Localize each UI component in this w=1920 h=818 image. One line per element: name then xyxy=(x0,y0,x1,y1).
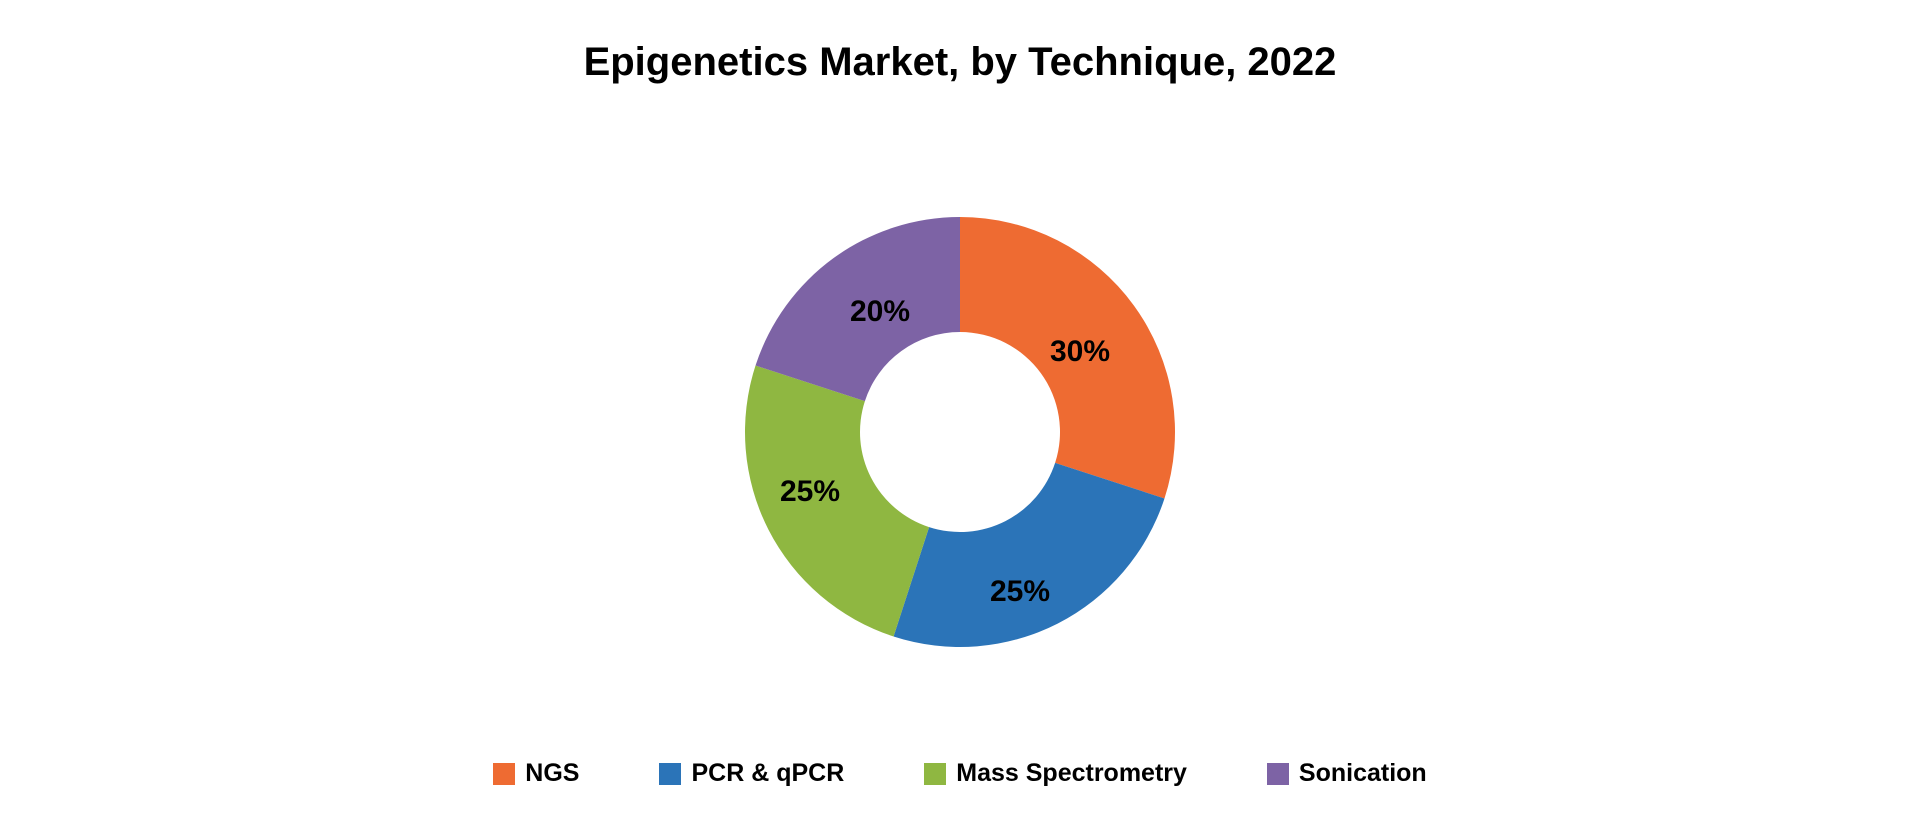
donut-svg xyxy=(710,182,1210,682)
slice-pct-label: 25% xyxy=(990,575,1050,609)
slice-pct-label: 30% xyxy=(1050,335,1110,369)
legend-item: Sonication xyxy=(1267,759,1427,788)
legend-swatch xyxy=(924,763,946,785)
legend-label: NGS xyxy=(525,759,579,788)
chart-container: Epigenetics Market, by Technique, 2022 3… xyxy=(0,0,1920,818)
legend-swatch xyxy=(659,763,681,785)
legend-label: Mass Spectrometry xyxy=(956,759,1187,788)
legend-item: PCR & qPCR xyxy=(659,759,844,788)
donut-slice xyxy=(894,463,1165,647)
donut-chart: 30% 25% 25% 20% xyxy=(710,182,1210,682)
legend-swatch xyxy=(1267,763,1289,785)
legend-label: Sonication xyxy=(1299,759,1427,788)
legend-swatch xyxy=(493,763,515,785)
slice-pct-label: 20% xyxy=(850,295,910,329)
chart-title: Epigenetics Market, by Technique, 2022 xyxy=(584,40,1337,85)
legend-item: Mass Spectrometry xyxy=(924,759,1187,788)
slice-pct-label: 25% xyxy=(780,475,840,509)
chart-area: 30% 25% 25% 20% xyxy=(710,105,1210,759)
legend-item: NGS xyxy=(493,759,579,788)
legend-label: PCR & qPCR xyxy=(691,759,844,788)
legend: NGS PCR & qPCR Mass Spectrometry Sonication xyxy=(493,759,1426,818)
